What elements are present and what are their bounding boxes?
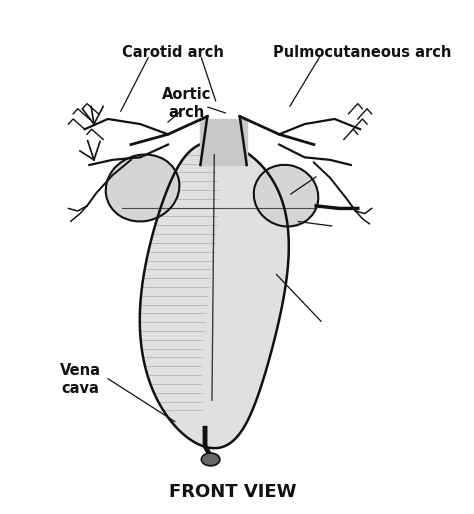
Text: Vena
cava: Vena cava <box>60 363 100 396</box>
Text: FRONT VIEW: FRONT VIEW <box>169 483 297 501</box>
Text: Pulmocutaneous arch: Pulmocutaneous arch <box>273 45 452 60</box>
Polygon shape <box>140 141 289 448</box>
Ellipse shape <box>254 165 319 227</box>
Text: Carotid arch: Carotid arch <box>122 45 224 60</box>
Ellipse shape <box>106 155 179 222</box>
Ellipse shape <box>201 453 220 466</box>
Text: Aortic
arch: Aortic arch <box>162 87 211 120</box>
